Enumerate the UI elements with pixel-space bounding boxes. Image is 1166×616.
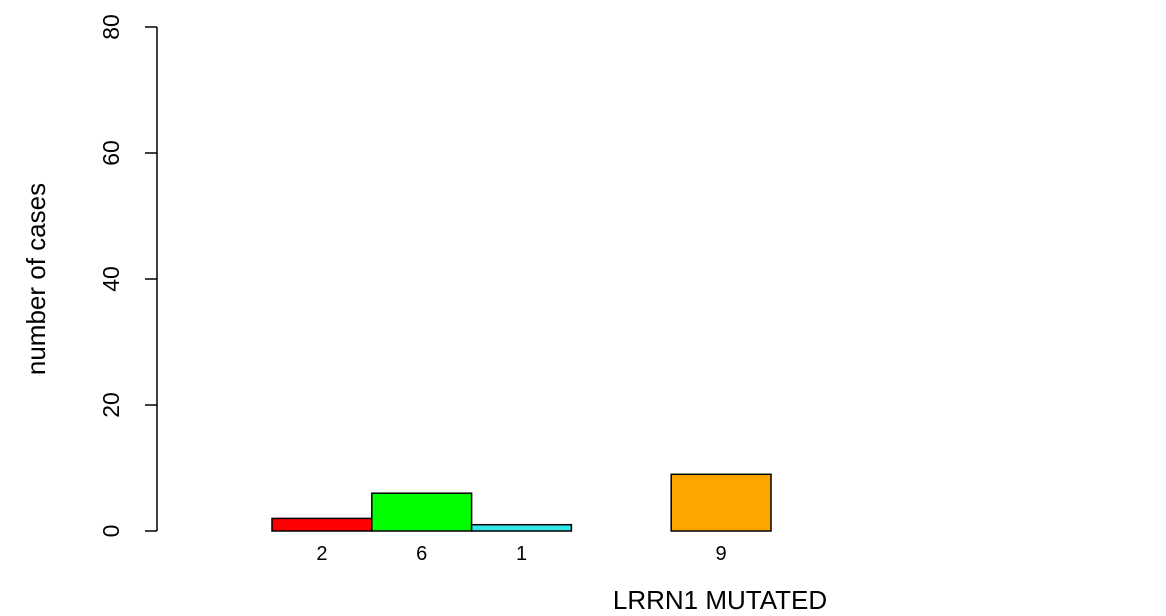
- y-tick-label: 40: [98, 266, 124, 292]
- bar-value-label: 6: [416, 543, 427, 565]
- bar-value-label: 2: [316, 543, 327, 565]
- bar: [371, 492, 473, 532]
- y-tick-label: 0: [98, 525, 124, 538]
- y-tick-label: 60: [98, 140, 124, 166]
- y-tick-label: 80: [98, 14, 124, 40]
- bar: [670, 473, 772, 532]
- bar: [271, 517, 373, 532]
- bar-value-label: 1: [516, 543, 527, 565]
- bar-value-labels: 2 6 1 9: [316, 543, 726, 565]
- y-tick-label: 20: [98, 392, 124, 418]
- bar-value-label: 9: [716, 543, 727, 565]
- y-axis: 0 20 40 60 80: [98, 14, 158, 538]
- x-axis-title: LRRN1 MUTATED: [613, 585, 827, 615]
- y-axis-title: number of cases: [21, 183, 51, 375]
- bar: [470, 523, 573, 532]
- bars: [271, 473, 772, 532]
